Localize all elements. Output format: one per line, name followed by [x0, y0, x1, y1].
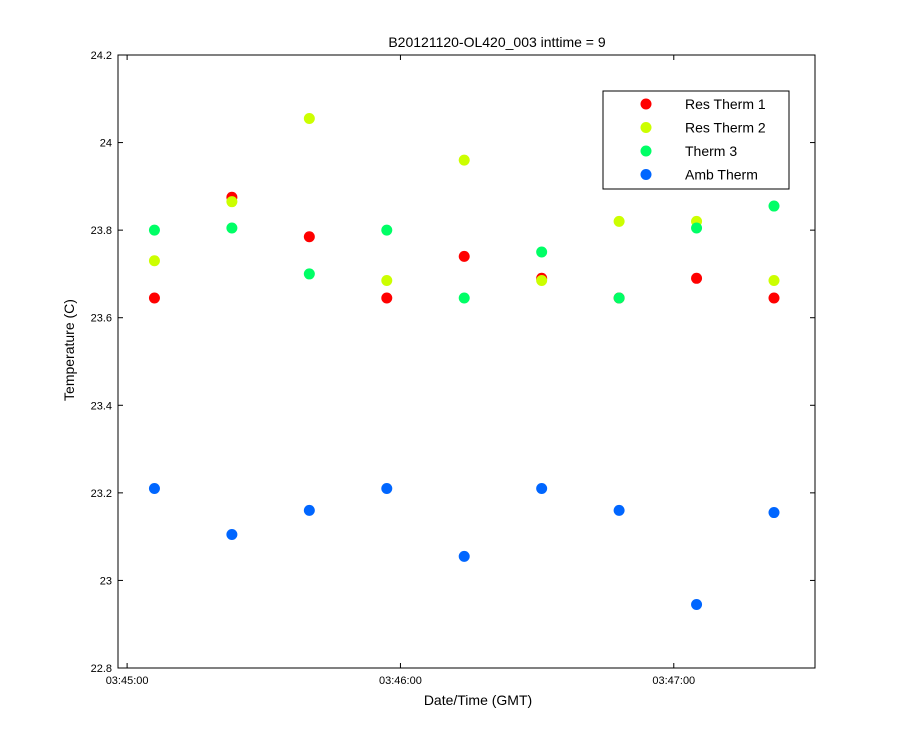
point-res-therm-1 — [381, 292, 393, 304]
point-amb-therm — [768, 507, 780, 519]
point-res-therm-2 — [381, 274, 393, 286]
point-amb-therm — [381, 482, 393, 494]
point-amb-therm — [536, 482, 548, 494]
x-axis-label: Date/Time (GMT) — [424, 692, 532, 708]
legend-label-res-therm-2: Res Therm 2 — [685, 120, 766, 136]
legend-label-therm-3: Therm 3 — [685, 143, 737, 159]
y-tick-label: 22.8 — [91, 663, 112, 675]
point-res-therm-2 — [536, 274, 548, 286]
point-amb-therm — [148, 482, 160, 494]
legend-label-res-therm-1: Res Therm 1 — [685, 96, 766, 112]
legend-marker-res-therm-1 — [640, 98, 652, 110]
legend: Res Therm 1 Res Therm 2 Therm 3 Amb Therm — [602, 90, 790, 190]
x-tick-label: 03:45:00 — [106, 675, 149, 687]
point-amb-therm — [458, 550, 470, 562]
point-therm-3 — [303, 268, 315, 280]
point-therm-3 — [768, 200, 780, 212]
legend-box — [602, 90, 790, 190]
y-tick-label: 23.2 — [91, 488, 112, 500]
point-therm-3 — [536, 246, 548, 258]
point-therm-3 — [226, 222, 238, 234]
point-amb-therm — [691, 599, 703, 611]
y-tick-label: 23.6 — [91, 313, 112, 325]
point-therm-3 — [148, 224, 160, 236]
x-tick-label: 03:46:00 — [379, 675, 422, 687]
point-therm-3 — [458, 292, 470, 304]
y-tick-label: 23.4 — [91, 400, 112, 412]
point-res-therm-2 — [768, 274, 780, 286]
point-therm-3 — [381, 224, 393, 236]
point-res-therm-2 — [458, 154, 470, 166]
point-res-therm-1 — [768, 292, 780, 304]
y-axis-label: Temperature (C) — [61, 299, 77, 401]
data-points — [148, 112, 780, 611]
chart-title: B20121120-OL420_003 inttime = 9 — [388, 34, 606, 50]
legend-marker-therm-3 — [640, 145, 652, 157]
point-res-therm-1 — [148, 292, 160, 304]
point-res-therm-1 — [691, 272, 703, 284]
axis-ticks: 22.8 23 23.2 23.4 23.6 23.8 24 24.2 03:45:00 03:4… — [91, 50, 815, 687]
point-therm-3 — [613, 292, 625, 304]
point-amb-therm — [226, 528, 238, 540]
point-therm-3 — [691, 222, 703, 234]
y-tick-label: 23 — [100, 575, 112, 587]
legend-marker-res-therm-2 — [640, 122, 652, 133]
legend-marker-amb-therm — [640, 169, 652, 180]
y-tick-label: 23.8 — [91, 225, 112, 237]
point-res-therm-1 — [458, 250, 470, 262]
y-tick-label: 24 — [100, 138, 112, 150]
point-amb-therm — [613, 504, 625, 516]
x-tick-label: 03:47:00 — [652, 675, 695, 687]
legend-label-amb-therm: Amb Therm — [685, 167, 758, 183]
point-res-therm-2 — [303, 112, 315, 124]
y-tick-label: 24.2 — [91, 50, 112, 62]
point-res-therm-2 — [613, 215, 625, 227]
point-res-therm-2 — [148, 255, 160, 267]
point-res-therm-1 — [303, 231, 315, 243]
point-res-therm-2 — [226, 196, 238, 208]
point-amb-therm — [303, 504, 315, 516]
